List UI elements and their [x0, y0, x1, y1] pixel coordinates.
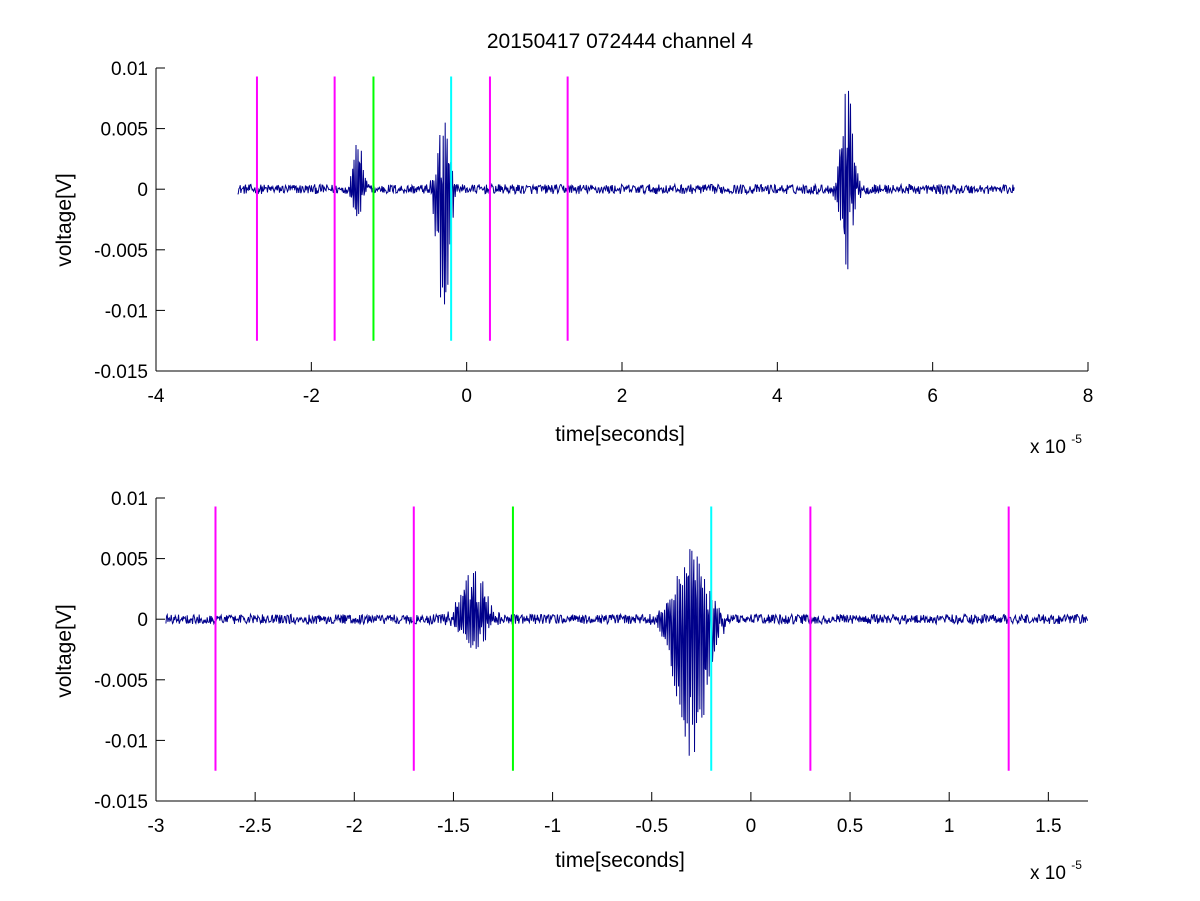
x-ticks-top: -4 -2 0 2 4 6 8	[148, 362, 1094, 407]
x-tick-label: 0	[746, 816, 757, 837]
y-tick-label: -0.01	[105, 301, 148, 322]
markers-top	[255, 76, 569, 341]
x-exponent-base-bottom: x 10	[1030, 863, 1066, 884]
x-exponent-top: x 10 -5	[1030, 432, 1082, 458]
x-tick-label: -2.5	[239, 816, 272, 837]
subplot-top: -4 -2 0 2 4 6 8 0.01 0.005 0 -0.005 -0.01 -0.015 ti…	[53, 59, 1093, 458]
y-tick-label: -0.005	[94, 241, 148, 262]
x-tick-label: 2	[617, 386, 628, 407]
y-tick-label: -0.005	[94, 671, 148, 692]
x-tick-label: -2	[346, 816, 363, 837]
x-axis-label-bottom: time[seconds]	[555, 849, 685, 872]
y-axis-label-top: voltage[V]	[53, 173, 76, 266]
y-tick-label: -0.015	[94, 792, 148, 813]
axes-bottom	[155, 498, 1088, 802]
y-tick-label: 0	[137, 180, 148, 201]
x-ticks-bottom: -3 -2.5 -2 -1.5 -1 -0.5 0 0.5 1 1.5	[148, 792, 1062, 837]
x-exponent-base-top: x 10	[1030, 437, 1066, 458]
y-tick-label: -0.01	[105, 731, 148, 752]
signal-series-bottom	[165, 549, 1088, 756]
x-tick-label: -0.5	[635, 816, 668, 837]
y-axis-label-bottom: voltage[V]	[53, 604, 76, 697]
x-exponent-power-bottom: -5	[1071, 858, 1082, 872]
x-tick-label: -1.5	[437, 816, 470, 837]
x-tick-label: 8	[1083, 386, 1094, 407]
x-tick-label: 4	[772, 386, 783, 407]
signal-line-top	[237, 90, 1015, 305]
x-tick-label: -2	[303, 386, 320, 407]
x-axis-label-top: time[seconds]	[555, 423, 685, 446]
x-exponent-power-top: -5	[1071, 432, 1082, 446]
y-tick-label: 0.01	[111, 489, 148, 510]
x-tick-label: 1.5	[1035, 816, 1061, 837]
figure-title: 20150417 072444 channel 4	[487, 30, 754, 53]
x-tick-label: 6	[927, 386, 938, 407]
x-exponent-bottom: x 10 -5	[1030, 858, 1082, 884]
y-tick-label: 0	[137, 610, 148, 631]
x-tick-label: -4	[148, 386, 165, 407]
plot-area-bottom	[165, 506, 1088, 771]
x-tick-label: 0	[461, 386, 472, 407]
signal-series-top	[237, 90, 1015, 305]
y-tick-label: -0.015	[94, 362, 148, 383]
x-tick-label: 0.5	[837, 816, 863, 837]
x-tick-label: -1	[544, 816, 561, 837]
x-tick-label: 1	[944, 816, 955, 837]
plot-area-top	[237, 76, 1015, 341]
subplot-bottom: -3 -2.5 -2 -1.5 -1 -0.5 0 0.5 1 1.5 0.01 0.005 0 -0.…	[53, 489, 1088, 884]
y-tick-label: 0.005	[100, 120, 148, 141]
y-tick-label: 0.005	[100, 550, 148, 571]
signal-line-bottom	[165, 549, 1088, 756]
markers-bottom	[214, 506, 1010, 771]
y-ticks-bottom: 0.01 0.005 0 -0.005 -0.01 -0.015	[94, 489, 165, 813]
x-tick-label: -3	[148, 816, 165, 837]
y-ticks-top: 0.01 0.005 0 -0.005 -0.01 -0.015	[94, 59, 165, 383]
y-tick-label: 0.01	[111, 59, 148, 80]
